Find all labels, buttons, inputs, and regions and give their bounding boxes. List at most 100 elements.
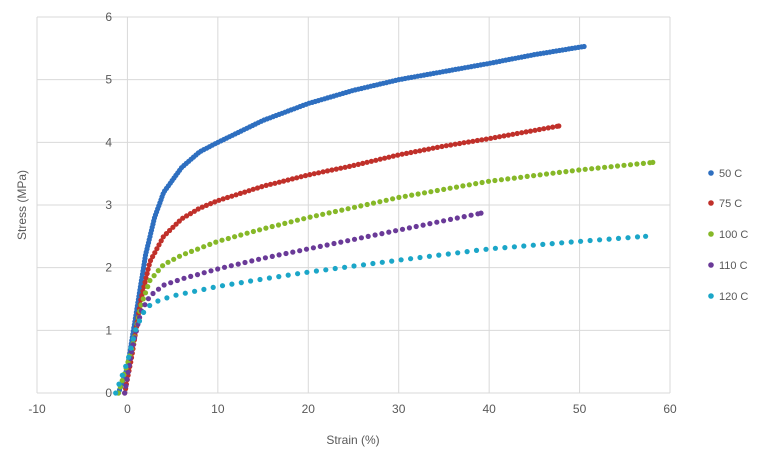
data-point: [317, 243, 323, 249]
data-point: [203, 202, 209, 208]
data-point: [602, 164, 608, 170]
data-point: [519, 130, 525, 136]
data-point: [454, 215, 460, 221]
data-point: [229, 281, 235, 287]
data-point: [510, 131, 516, 137]
data-point: [180, 215, 186, 221]
data-point: [581, 43, 587, 50]
legend-marker: [708, 200, 714, 206]
data-point: [351, 204, 358, 210]
y-tick-label: 3: [105, 198, 112, 212]
data-point: [311, 171, 317, 177]
data-point: [212, 199, 218, 205]
data-point: [464, 249, 470, 255]
data-point: [549, 241, 555, 247]
data-point: [155, 298, 161, 304]
data-point: [147, 302, 153, 309]
data-point: [285, 177, 291, 183]
data-point: [408, 149, 414, 156]
data-point: [238, 232, 244, 238]
data-point: [634, 234, 641, 240]
data-point: [342, 164, 348, 170]
data-point: [237, 190, 243, 196]
data-point: [262, 255, 268, 261]
data-point: [372, 232, 378, 238]
data-point: [316, 170, 322, 176]
data-point: [355, 161, 361, 167]
data-point: [382, 155, 388, 161]
data-point: [171, 256, 177, 262]
data-point: [377, 199, 383, 205]
data-point: [430, 145, 436, 151]
data-point: [167, 227, 173, 234]
data-point: [427, 221, 433, 227]
data-point: [390, 153, 396, 159]
data-point: [215, 266, 221, 272]
data-point: [249, 258, 255, 264]
data-point: [192, 288, 198, 294]
data-point: [461, 214, 467, 220]
x-tick-label: 0: [124, 402, 131, 416]
data-point: [228, 263, 234, 269]
data-point: [174, 277, 180, 284]
data-point: [447, 185, 453, 191]
data-point: [221, 264, 228, 270]
legend-item: 100 C: [708, 229, 748, 241]
data-point: [282, 220, 288, 226]
legend-label: 50 C: [719, 168, 742, 180]
data-point: [595, 165, 601, 171]
data-point: [229, 193, 235, 199]
data-point: [453, 184, 460, 190]
data-point: [254, 185, 261, 191]
data-point: [413, 223, 419, 230]
data-point: [269, 223, 275, 230]
data-point: [332, 265, 338, 272]
data-point: [470, 138, 476, 144]
data-point: [201, 286, 207, 292]
data-point: [379, 231, 385, 237]
data-point: [399, 226, 406, 232]
x-tick-labels: -10 0 10 20 30 40 50 60: [28, 402, 677, 416]
data-point: [156, 242, 162, 248]
data-point: [627, 162, 634, 168]
data-point: [379, 259, 385, 265]
data-point: [650, 159, 656, 165]
data-point: [537, 172, 543, 178]
data-point: [531, 173, 537, 179]
data-point: [302, 173, 309, 179]
data-point: [288, 219, 294, 225]
data-point: [420, 222, 426, 228]
data-point: [587, 237, 593, 244]
data-point: [386, 229, 392, 235]
data-point: [233, 192, 239, 198]
data-point: [259, 184, 265, 190]
data-point: [263, 182, 269, 188]
data-point: [224, 194, 231, 201]
data-point: [295, 271, 301, 277]
data-point: [488, 135, 494, 141]
data-point: [161, 282, 167, 288]
data-point: [152, 250, 158, 256]
data-point: [518, 174, 524, 180]
data-point: [207, 241, 213, 247]
data-point: [373, 157, 379, 163]
data-point: [147, 277, 153, 284]
x-tick-label: 60: [663, 402, 677, 416]
legend-label: 110 C: [719, 260, 748, 272]
data-point: [191, 208, 197, 214]
data-point: [320, 211, 326, 217]
data-point: [434, 187, 440, 194]
data-point: [383, 197, 389, 203]
series-100c: [115, 159, 656, 396]
data-point: [540, 241, 546, 247]
data-point: [176, 253, 183, 259]
data-point: [550, 124, 556, 130]
data-point: [478, 210, 484, 216]
data-point: [511, 175, 517, 181]
data-point: [485, 178, 492, 184]
data-point: [338, 165, 344, 171]
data-point: [272, 180, 278, 186]
data-point: [550, 170, 556, 176]
data-point: [521, 243, 527, 249]
data-point: [365, 233, 371, 239]
